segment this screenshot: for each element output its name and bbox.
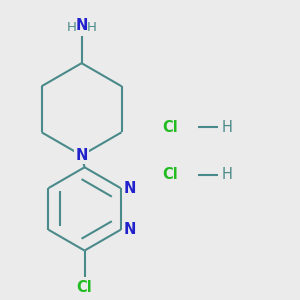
- Text: Cl: Cl: [163, 120, 178, 135]
- Text: N: N: [75, 18, 88, 33]
- Text: H: H: [87, 21, 97, 34]
- Text: N: N: [75, 148, 88, 163]
- Text: H: H: [221, 167, 232, 182]
- Text: H: H: [221, 120, 232, 135]
- Text: Cl: Cl: [77, 280, 92, 295]
- Text: N: N: [124, 222, 136, 237]
- Text: N: N: [124, 181, 136, 196]
- Text: H: H: [66, 21, 76, 34]
- Text: Cl: Cl: [163, 167, 178, 182]
